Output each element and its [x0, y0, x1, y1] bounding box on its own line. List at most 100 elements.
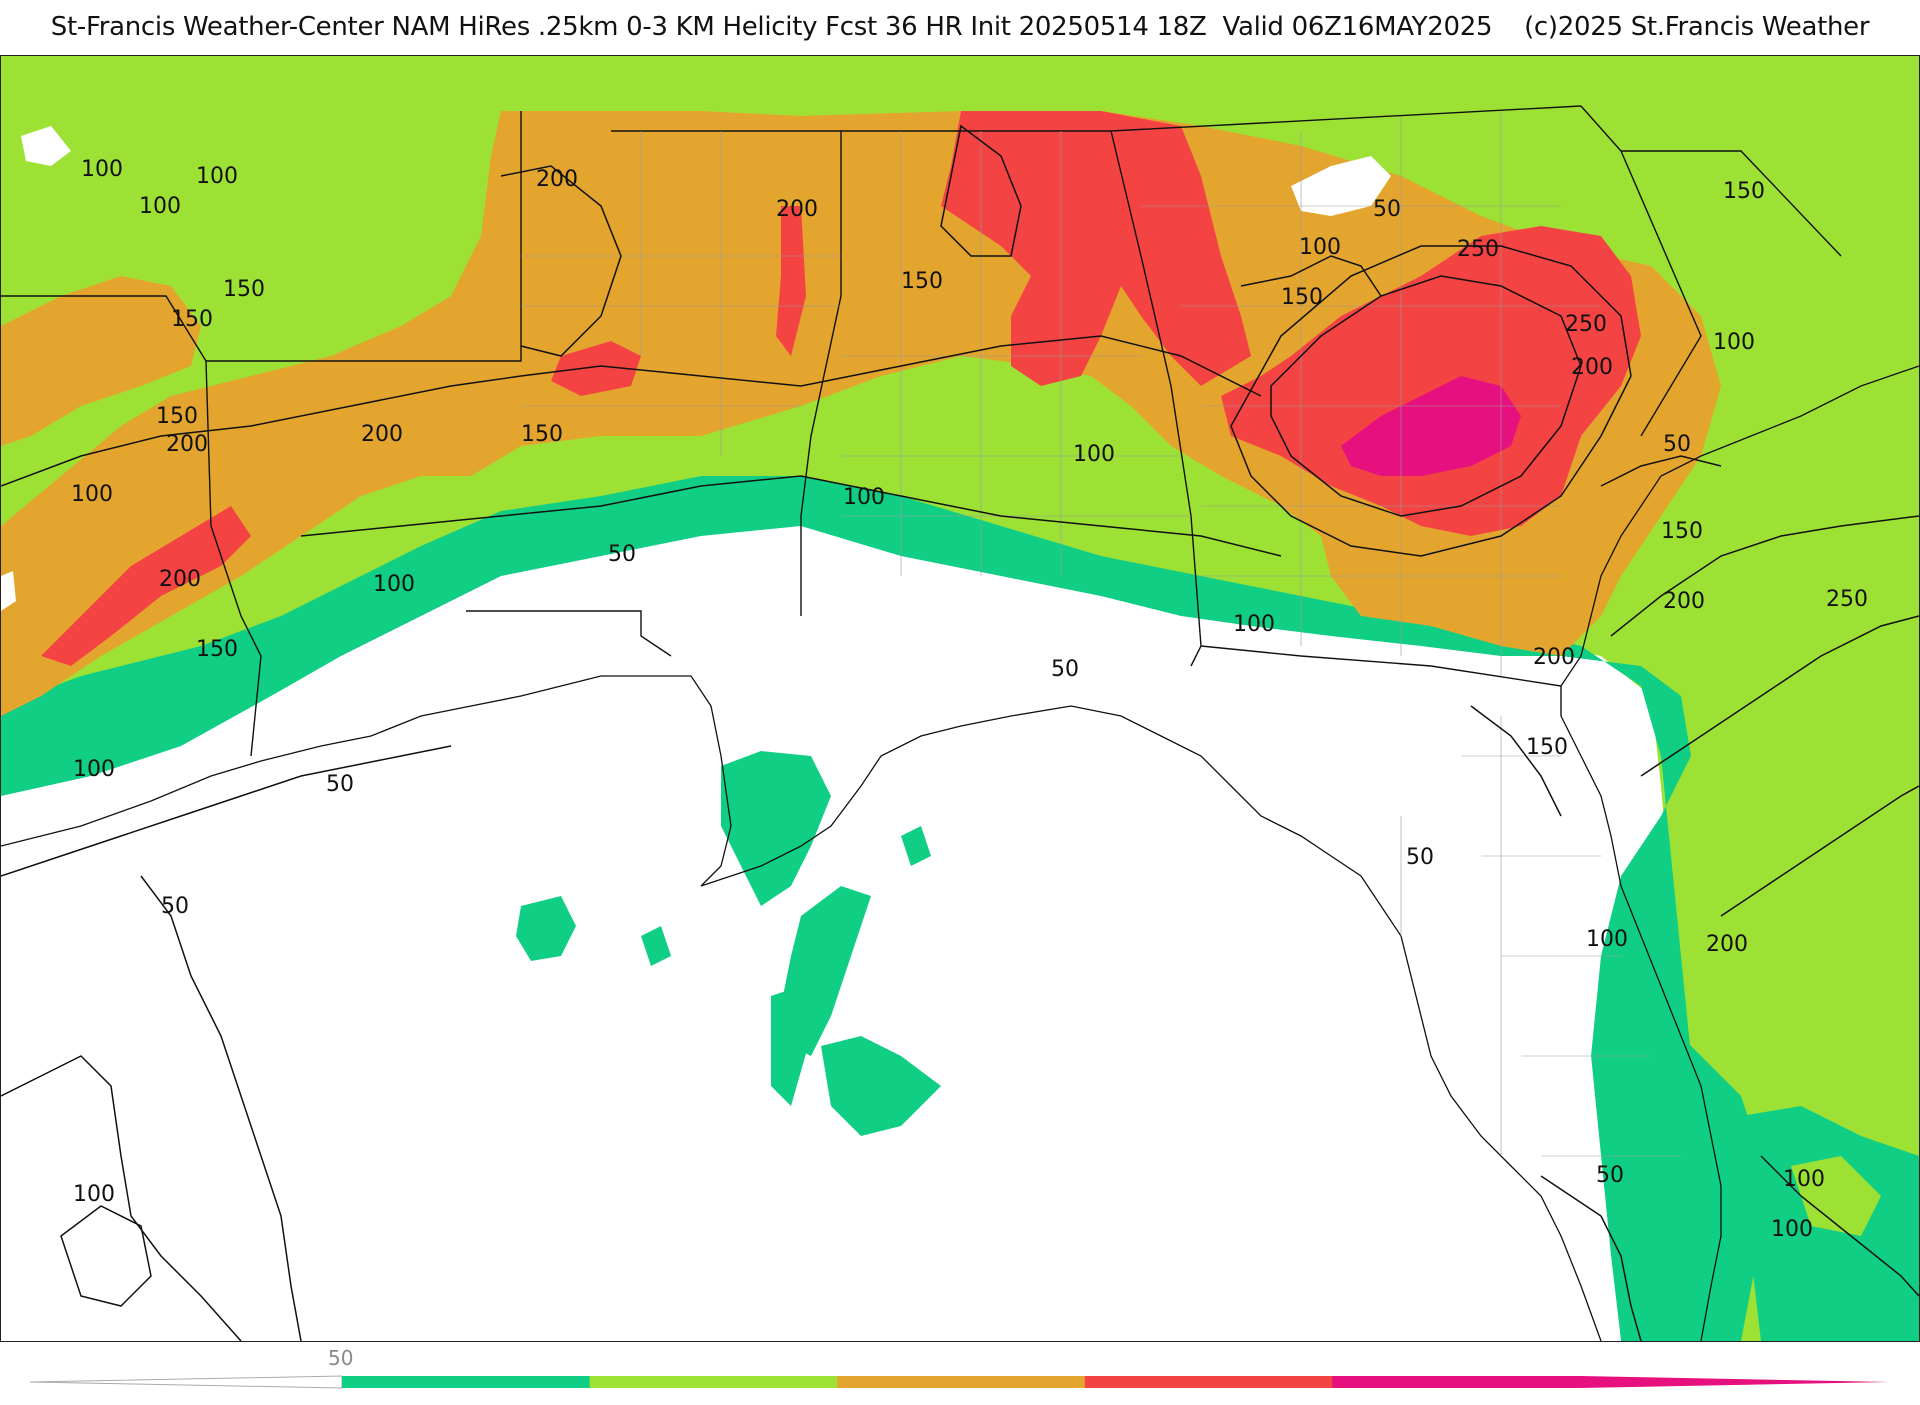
contour-50-gulf-west	[1, 745, 452, 877]
contour-200-ms	[500, 165, 622, 357]
state-line-nc	[1580, 105, 1842, 257]
contour-label: 50	[1051, 657, 1079, 682]
contour-150-east	[1610, 515, 1919, 637]
field-50-gulf-blob6	[901, 826, 931, 866]
coastline-florida-east	[1560, 715, 1722, 1341]
contour-label: 50	[608, 542, 636, 567]
contour-50-west	[140, 875, 302, 1341]
contour-label: 100	[73, 1182, 115, 1207]
field-200-small-ms	[551, 341, 641, 396]
field-50-gulf-blob2	[516, 896, 576, 961]
contour-label: 200	[1571, 355, 1613, 380]
contour-200-ar	[940, 124, 1022, 257]
field-200-north-central	[941, 111, 1251, 386]
state-line-fl-ga	[1200, 645, 1562, 716]
contour-label: 100	[1299, 235, 1341, 260]
contour-label: 250	[1457, 237, 1499, 262]
colorbar-segment	[589, 1376, 838, 1388]
contour-label: 150	[196, 637, 238, 662]
field-150-band	[1, 111, 1721, 716]
contour-label: 150	[1661, 519, 1703, 544]
contour-100-north	[1240, 255, 1382, 297]
contour-label: 150	[156, 404, 198, 429]
contour-label: 200	[1663, 589, 1705, 614]
contour-100-atlantic	[1760, 1155, 1919, 1297]
colorbar-tick-label: 50	[328, 1346, 354, 1370]
contour-label: 200	[159, 567, 201, 592]
contour-label: 100	[1771, 1217, 1813, 1242]
contour-label: 50	[1406, 845, 1434, 870]
field-250-georgia	[1341, 376, 1521, 476]
contour-150-fl-ga	[1470, 705, 1562, 817]
state-line-tn	[611, 105, 1582, 132]
contour-label: 150	[223, 277, 265, 302]
contour-label: 200	[361, 422, 403, 447]
field-50-florida-east	[1631, 1016, 1761, 1341]
contour-50-florida	[1540, 1175, 1642, 1341]
contour-label: 50	[1663, 432, 1691, 457]
field-150-northwest	[1, 276, 201, 446]
contour-label: 150	[901, 269, 943, 294]
contour-label: 100	[1713, 330, 1755, 355]
contour-150-central	[1, 335, 1262, 487]
state-line-ms-al	[800, 131, 842, 616]
colorbar-segment	[342, 1376, 591, 1388]
state-line-ok	[1, 295, 207, 362]
contour-label: 50	[161, 894, 189, 919]
field-none-west-edge	[1, 571, 16, 611]
contour-50-ga-coast	[1600, 455, 1722, 487]
helicity-map: 100 100 100 150 150 150 200 100 200 150 …	[0, 55, 1920, 1342]
contour-label: 50	[326, 772, 354, 797]
contour-100-central	[300, 475, 1282, 557]
colorbar-lower-extend	[29, 1375, 343, 1389]
colorbar-segment	[1332, 1376, 1581, 1388]
contour-200-georgia	[1230, 245, 1632, 557]
contour-label: 100	[1073, 442, 1115, 467]
colorbar-upper-extend	[1580, 1376, 1890, 1388]
contour-label: 50	[1596, 1163, 1624, 1188]
field-50-gulf-blob7	[641, 926, 671, 966]
contour-250-east	[1720, 785, 1919, 917]
contour-label: 200	[1706, 932, 1748, 957]
contour-label: 150	[1526, 735, 1568, 760]
field-200-ar	[776, 206, 806, 356]
contour-label: 200	[536, 167, 578, 192]
contour-label: 150	[521, 422, 563, 447]
contour-label: 100	[1233, 612, 1275, 637]
coastline-gulf	[1, 675, 1602, 1341]
contour-label: 100	[1783, 1167, 1825, 1192]
contour-label: 150	[1723, 179, 1765, 204]
chart-title: St-Francis Weather-Center NAM HiRes .25k…	[50, 12, 1870, 42]
field-none-northwest	[21, 126, 71, 166]
contour-label: 100	[73, 757, 115, 782]
contour-label: 250	[1565, 312, 1607, 337]
state-line-tx-la	[205, 360, 262, 757]
contour-label: 100	[373, 572, 415, 597]
contour-label: 200	[776, 197, 818, 222]
field-none-northeast	[1291, 156, 1391, 216]
contour-label: 100	[196, 164, 238, 189]
field-200-sw	[41, 506, 251, 666]
contour-label: 100	[139, 194, 181, 219]
contour-label: 250	[1826, 587, 1868, 612]
field-50-gulf-blob5	[821, 1036, 941, 1136]
contour-label: 200	[1533, 645, 1575, 670]
field-50-gulf-blob1	[721, 751, 831, 906]
colorbar-segment	[837, 1376, 1086, 1388]
contour-label: 100	[843, 485, 885, 510]
state-line-sc	[1620, 150, 1702, 437]
contour-100-sw-loop	[60, 1205, 152, 1307]
contour-100-gulf-west	[1, 1055, 242, 1341]
state-line-ar-la	[206, 111, 522, 362]
colorbar: 50	[29, 1346, 1920, 1400]
field-100-atlantic	[1791, 1156, 1881, 1236]
county-lines	[521, 111, 1681, 1157]
coastline-atlantic	[1560, 365, 1919, 687]
contour-label: 100	[81, 157, 123, 182]
field-50-gulf-blob4	[771, 986, 811, 1106]
contour-250-georgia	[1270, 275, 1582, 517]
contour-label: 100	[1586, 927, 1628, 952]
contour-label: 50	[1373, 197, 1401, 222]
contour-label: 150	[1281, 285, 1323, 310]
contour-label: 200	[166, 432, 208, 457]
